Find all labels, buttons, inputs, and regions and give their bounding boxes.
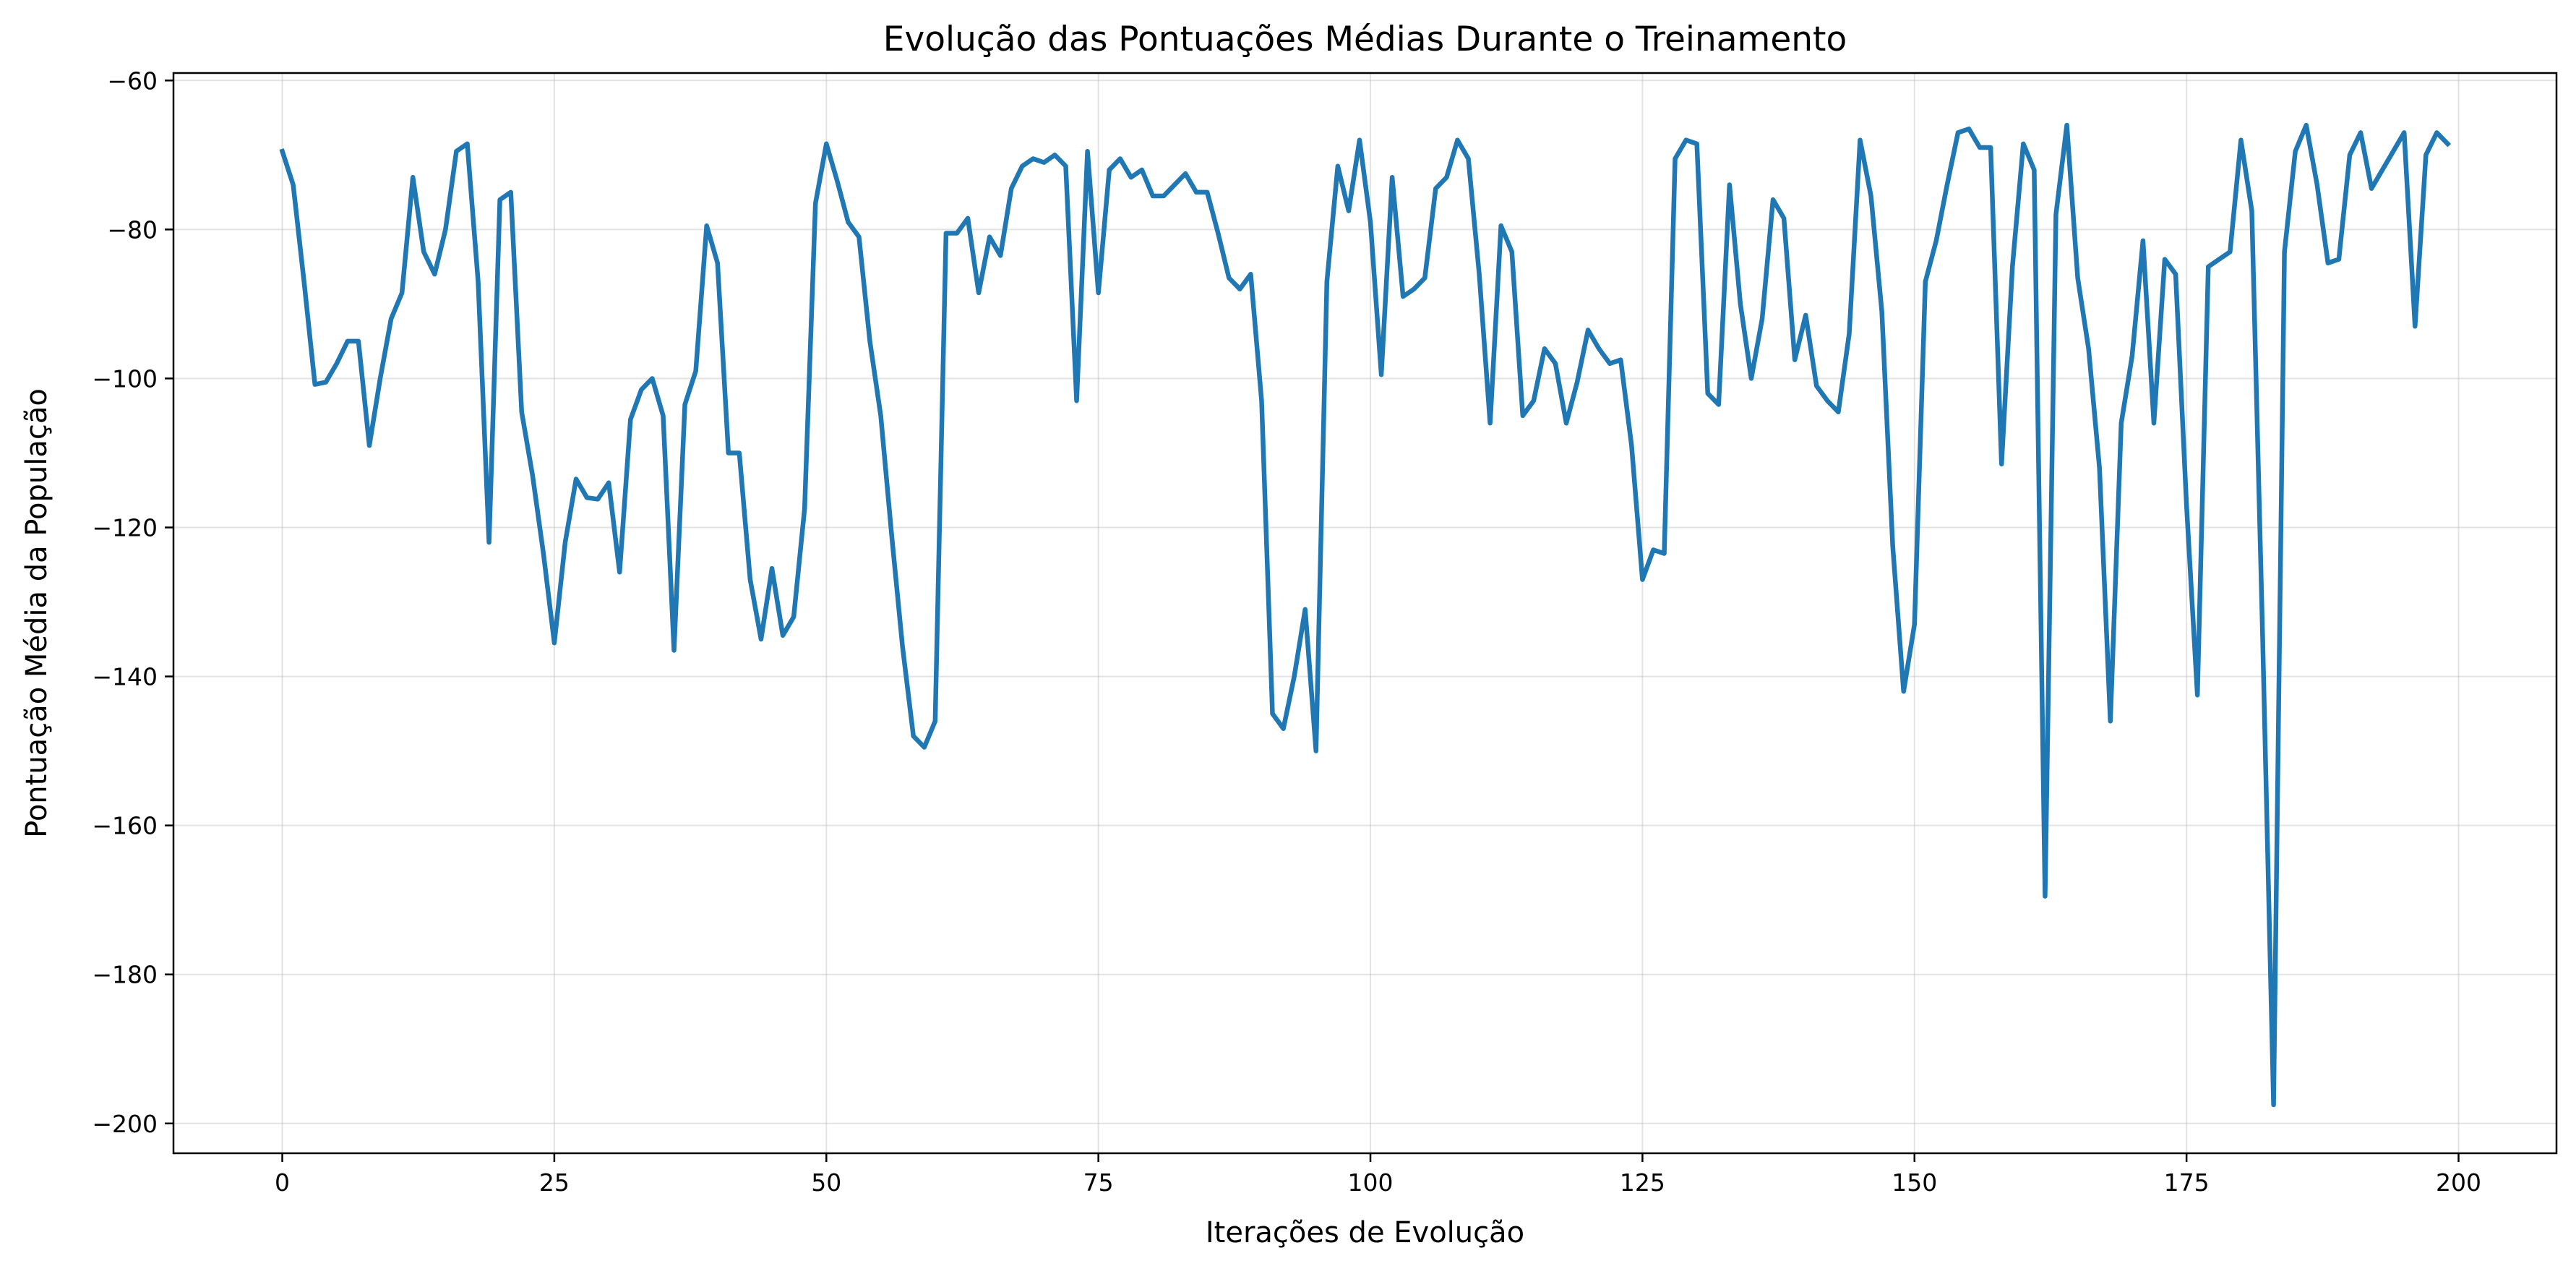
chart-title: Evolução das Pontuações Médias Durante o… — [883, 20, 1847, 59]
plot-area — [173, 73, 2556, 1153]
y-tick-label: −140 — [92, 663, 158, 691]
y-tick-label: −200 — [92, 1110, 158, 1138]
series-layer — [279, 122, 2452, 1108]
ticks: 0 25 50 75 100 125 150 175 200 −60 −80 −100 −120 −140… — [92, 67, 2481, 1197]
x-axis-label: Iterações de Evolução — [1206, 1216, 1524, 1249]
y-tick-label: −120 — [92, 514, 158, 542]
x-tick-label: 0 — [275, 1168, 290, 1197]
x-tick-label: 150 — [1892, 1168, 1937, 1197]
x-tick-label: 75 — [1083, 1168, 1114, 1197]
x-tick-label: 175 — [2164, 1168, 2210, 1197]
plot-frame — [172, 72, 2558, 1155]
x-tick-label: 200 — [2436, 1168, 2481, 1197]
series-line — [279, 122, 2452, 1108]
x-tick-label: 25 — [539, 1168, 570, 1197]
x-tick-label: 100 — [1348, 1168, 1394, 1197]
y-tick-label: −100 — [92, 364, 158, 393]
y-tick-label: −180 — [92, 961, 158, 989]
y-tick-label: −160 — [92, 812, 158, 840]
y-tick-label: −80 — [107, 215, 158, 244]
x-tick-label: 125 — [1620, 1168, 1665, 1197]
x-tick-label: 50 — [811, 1168, 841, 1197]
y-axis-label: Pontuação Média da População — [20, 388, 53, 838]
y-tick-label: −60 — [107, 67, 158, 95]
